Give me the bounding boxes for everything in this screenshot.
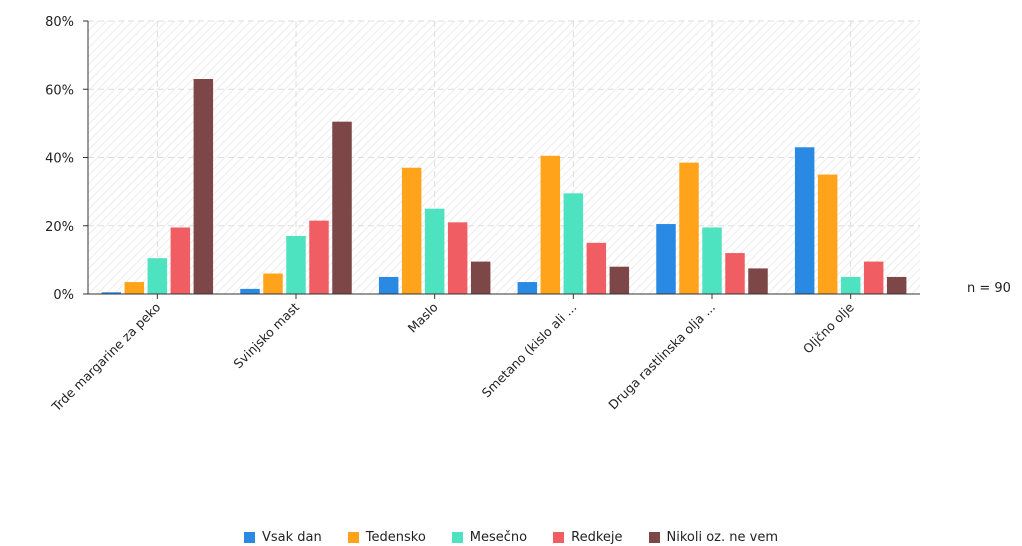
bar: [886, 276, 907, 294]
x-category-label: Trde margarine za peko: [48, 300, 163, 415]
bar: [101, 292, 122, 294]
bar: [840, 276, 861, 294]
x-category-label: Druga rastlinska olja ...: [605, 300, 718, 413]
legend-item[interactable]: Nikoli oz. ne vem: [648, 529, 778, 545]
legend-swatch: [648, 531, 660, 543]
bar: [609, 266, 630, 294]
x-axis-labels: Trde margarine za peko Svinjsko mast Maslo…: [48, 294, 857, 415]
bar: [286, 235, 306, 294]
bar: [124, 282, 145, 294]
bar: [170, 227, 191, 294]
bar: [147, 258, 168, 294]
bar: [309, 220, 329, 294]
legend-swatch: [244, 531, 256, 543]
legend-label: Redkeje: [571, 529, 623, 545]
bar: [332, 121, 352, 294]
bar: [817, 174, 838, 294]
bar: [424, 208, 445, 294]
bar: [447, 222, 468, 294]
y-tick-label: 20%: [45, 220, 74, 235]
bar: [563, 193, 584, 294]
bar: [656, 224, 676, 294]
bar: [263, 273, 283, 294]
x-category-label: Smetano (kislo ali ...: [479, 300, 580, 401]
legend-label: Tedensko: [365, 529, 426, 545]
bar: [517, 282, 538, 294]
legend-swatch: [451, 531, 463, 543]
bar: [193, 79, 214, 294]
y-tick-label: 60%: [45, 83, 74, 98]
bars: [101, 79, 907, 294]
bar: [702, 227, 722, 294]
x-category-label: Oljčno olje: [800, 299, 857, 356]
y-tick-label: 40%: [45, 152, 74, 167]
legend-item[interactable]: Mesečno: [451, 529, 528, 545]
bar: [679, 162, 699, 294]
legend-swatch: [553, 531, 565, 543]
y-tick-label: 80%: [45, 15, 74, 30]
bar: [378, 276, 399, 294]
y-tick-label: 0%: [53, 288, 74, 303]
legend-item[interactable]: Vsak dan: [244, 530, 322, 545]
sample-size-note: n = 90: [967, 281, 1011, 296]
legend-swatch: [347, 531, 359, 543]
legend: Vsak dan Tedensko Mesečno Redkeje Nikoli oz.…: [0, 528, 1022, 546]
x-category-label: Svinjsko mast: [230, 299, 302, 371]
legend-item[interactable]: Redkeje: [553, 529, 623, 545]
bar: [540, 155, 561, 294]
grid-lines: [88, 20, 920, 294]
bar: [725, 253, 745, 294]
y-axis-ticks: 0% 20% 40% 60% 80%: [45, 15, 88, 303]
bar: [586, 242, 607, 294]
x-category-label: Maslo: [405, 300, 441, 336]
legend-label: Nikoli oz. ne vem: [666, 529, 778, 545]
bar: [863, 261, 884, 294]
bar: [401, 167, 422, 294]
legend-item[interactable]: Tedensko: [347, 529, 426, 545]
bar: [794, 147, 815, 294]
bar: [470, 261, 491, 294]
legend-label: Vsak dan: [262, 529, 322, 545]
bar: [240, 288, 260, 294]
legend-label: Mesečno: [469, 529, 528, 545]
bar: [748, 268, 768, 294]
